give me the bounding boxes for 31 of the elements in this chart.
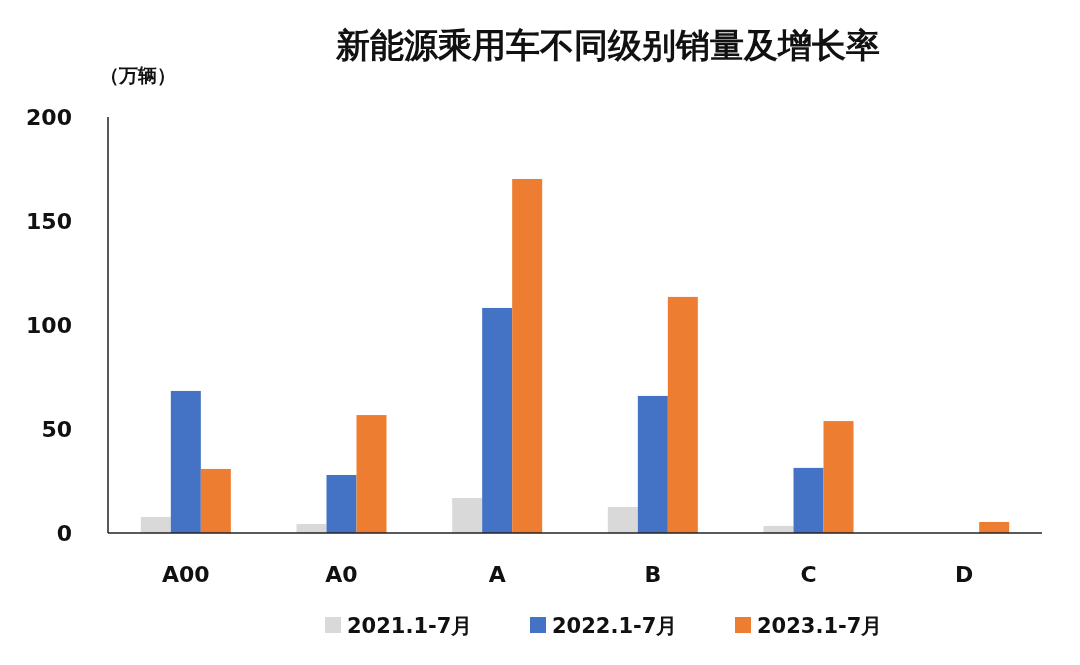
- y-axis-title: （万辆）: [100, 64, 176, 86]
- bar: [482, 307, 513, 533]
- bar: [296, 524, 327, 533]
- legend-label: 2021.1-7月: [347, 614, 473, 638]
- x-tick-label: D: [955, 562, 974, 587]
- y-tick-label: 100: [26, 313, 72, 338]
- y-tick-label: 50: [41, 417, 72, 442]
- x-tick-label: A0: [325, 562, 358, 587]
- x-tick-label: C: [800, 562, 817, 587]
- y-tick-label: 150: [26, 209, 72, 234]
- bar: [170, 390, 201, 533]
- bar: [326, 474, 357, 533]
- bar: [200, 468, 231, 533]
- bar: [356, 415, 387, 533]
- bar: [979, 521, 1010, 533]
- bar: [793, 467, 824, 533]
- bar: [140, 516, 171, 533]
- x-tick-label: B: [644, 562, 662, 587]
- bar: [823, 421, 854, 533]
- bar: [607, 507, 638, 533]
- x-tick-label: A: [488, 562, 506, 587]
- legend-label: 2023.1-7月: [757, 614, 883, 638]
- chart-title: 新能源乘用车不同级别销量及增长率: [335, 25, 880, 65]
- legend-label: 2022.1-7月: [552, 614, 678, 638]
- bar: [452, 498, 483, 533]
- x-tick-label: A00: [162, 562, 210, 587]
- y-tick-label: 200: [26, 105, 72, 130]
- bar: [637, 395, 668, 533]
- bar: [667, 296, 698, 533]
- bar: [512, 178, 543, 533]
- y-tick-label: 0: [56, 521, 72, 546]
